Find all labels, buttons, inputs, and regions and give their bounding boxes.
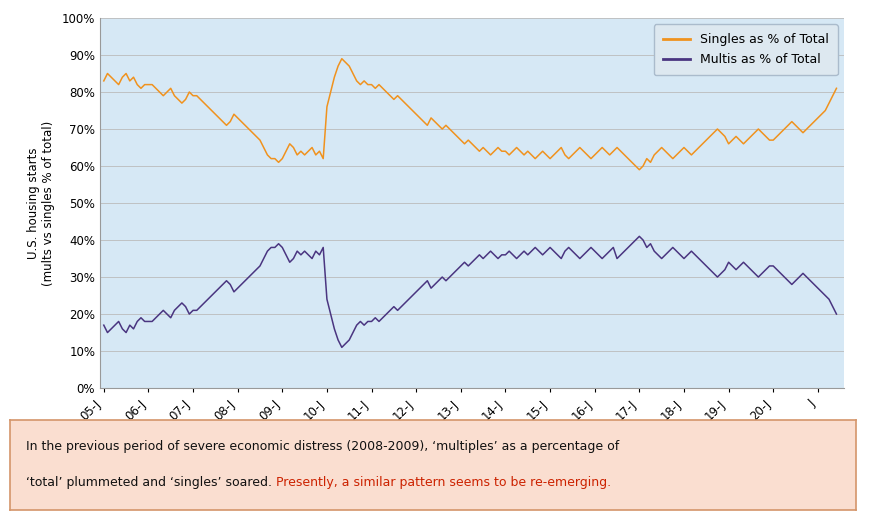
- Text: ‘total’ plummeted and ‘singles’ soared. Presently, a similar pattern seems to be: ‘total’ plummeted and ‘singles’ soared. …: [25, 476, 610, 489]
- Text: Presently, a similar pattern seems to be re-emerging.: Presently, a similar pattern seems to be…: [271, 476, 610, 489]
- X-axis label: Year and month: Year and month: [409, 431, 534, 445]
- Text: In the previous period of severe economic distress (2008-2009), ‘multiples’ as a: In the previous period of severe economi…: [25, 440, 618, 453]
- Y-axis label: U.S. housing starts
(mults vs singles % of total): U.S. housing starts (mults vs singles % …: [27, 120, 55, 286]
- Text: ‘total’ plummeted and ‘singles’ soared.: ‘total’ plummeted and ‘singles’ soared.: [25, 476, 271, 489]
- Legend: Singles as % of Total, Multis as % of Total: Singles as % of Total, Multis as % of To…: [653, 24, 837, 75]
